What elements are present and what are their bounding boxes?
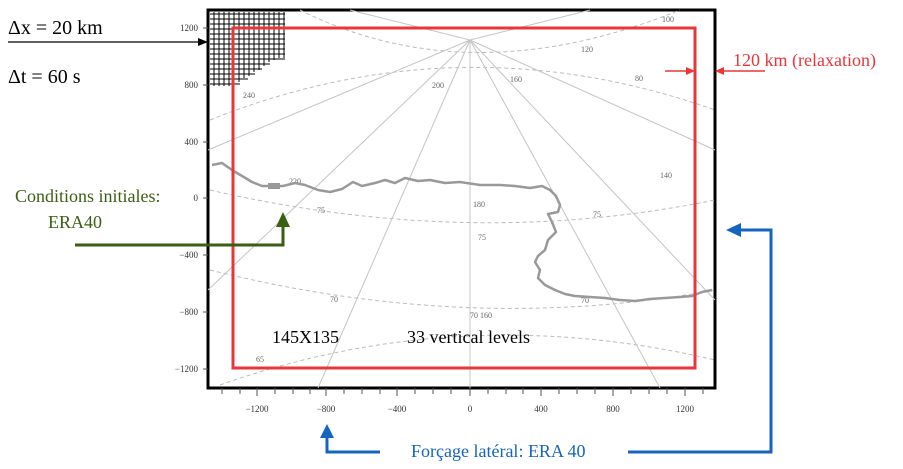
initial-conditions-arrowhead: [276, 212, 290, 227]
latitude-circle-80: [209, 66, 716, 121]
meridian-line: [469, 9, 591, 41]
longitude-label: 140: [660, 171, 672, 180]
latitude-label: 70: [330, 295, 338, 304]
latitude-label: 70: [470, 311, 478, 320]
y-tick-label: −1200: [175, 364, 199, 374]
meridian-line: [469, 39, 716, 301]
longitude-label: 180: [473, 200, 485, 209]
y-tick-label: 1200: [180, 23, 199, 33]
initial-conditions-label-line2: ERA40: [48, 212, 102, 232]
meridian-line: [207, 39, 471, 291]
dx-arrowhead: [198, 38, 208, 46]
meridian-lines: [207, 9, 716, 389]
lateral-forcing-arrow-bottom: [325, 436, 380, 454]
x-tick-label: −1200: [245, 404, 269, 414]
longitude-label: 200: [432, 81, 444, 90]
latitude-circle-70: [209, 269, 716, 309]
x-tick-label: −800: [317, 404, 336, 414]
grid-size-label: 145X135: [272, 327, 339, 347]
longitude-label: 120: [581, 45, 593, 54]
meridian-line: [469, 39, 661, 389]
latitude-label: 75: [317, 206, 325, 215]
meridian-line: [207, 39, 471, 151]
initial-conditions-arrow: [75, 225, 285, 247]
latitude-label: 75: [593, 210, 601, 219]
meridian-line: [317, 39, 471, 389]
dx-label: Δx = 20 km: [8, 17, 103, 39]
latitude-label: 75: [478, 233, 486, 242]
latitude-circle-85: [299, 9, 681, 53]
latitude-circle-75: [209, 189, 716, 224]
y-axis-tick-marks: [203, 27, 208, 370]
lateral-forcing-label: Forçage latéral: ERA 40: [411, 441, 585, 461]
x-tick-label: 1200: [676, 404, 695, 414]
inner-domain-rectangle: [231, 26, 697, 370]
lateral-forcing-arrowhead-bottom: [320, 424, 334, 438]
grid-resolution-patch: [210, 12, 285, 86]
longitude-label: 220: [289, 177, 301, 186]
meridian-line: [469, 39, 716, 151]
initial-conditions-label-line1: Conditions initiales:: [15, 186, 161, 206]
x-axis-ticks: −1200 −800 −400 0 400 800 1200: [245, 404, 694, 414]
longitude-label: 160: [480, 311, 492, 320]
meridian-line: [349, 9, 471, 41]
y-tick-label: −400: [179, 250, 198, 260]
x-tick-label: −400: [388, 404, 407, 414]
coastline: [211, 161, 713, 303]
vertical-levels-label: 33 vertical levels: [407, 327, 530, 347]
x-tick-label: 400: [534, 404, 548, 414]
x-tick-label: 0: [468, 404, 473, 414]
latitude-label: 70: [581, 296, 589, 305]
y-tick-label: 800: [185, 80, 199, 90]
relaxation-arrowhead-right: [715, 67, 724, 75]
x-tick-label: 800: [606, 404, 620, 414]
y-tick-label: −800: [179, 307, 198, 317]
y-tick-label: 400: [185, 137, 199, 147]
longitude-label: 160: [510, 75, 522, 84]
relaxation-label: 120 km (relaxation): [733, 50, 876, 71]
latitude-label: 80: [635, 74, 643, 83]
longitude-label: 240: [243, 91, 255, 100]
island-marker: [268, 183, 280, 189]
relaxation-arrowhead-left: [686, 67, 695, 75]
longitude-label: 100: [662, 15, 674, 24]
y-tick-label: 0: [194, 193, 199, 203]
latitude-label: 65: [256, 355, 264, 364]
y-axis-ticks: 1200 800 400 0 −400 −800 −1200: [175, 23, 199, 374]
latitude-contours: [209, 9, 716, 386]
lateral-forcing-arrowhead-right: [726, 223, 741, 237]
lateral-forcing-arrow-right: [628, 228, 773, 454]
dt-label: Δt = 60 s: [8, 66, 81, 88]
x-axis-tick-marks: [221, 388, 704, 396]
contour-labels: 75 75 75 70 70 70 65 80 100 120 140 160 …: [243, 15, 674, 364]
map-frame: [206, 8, 717, 390]
